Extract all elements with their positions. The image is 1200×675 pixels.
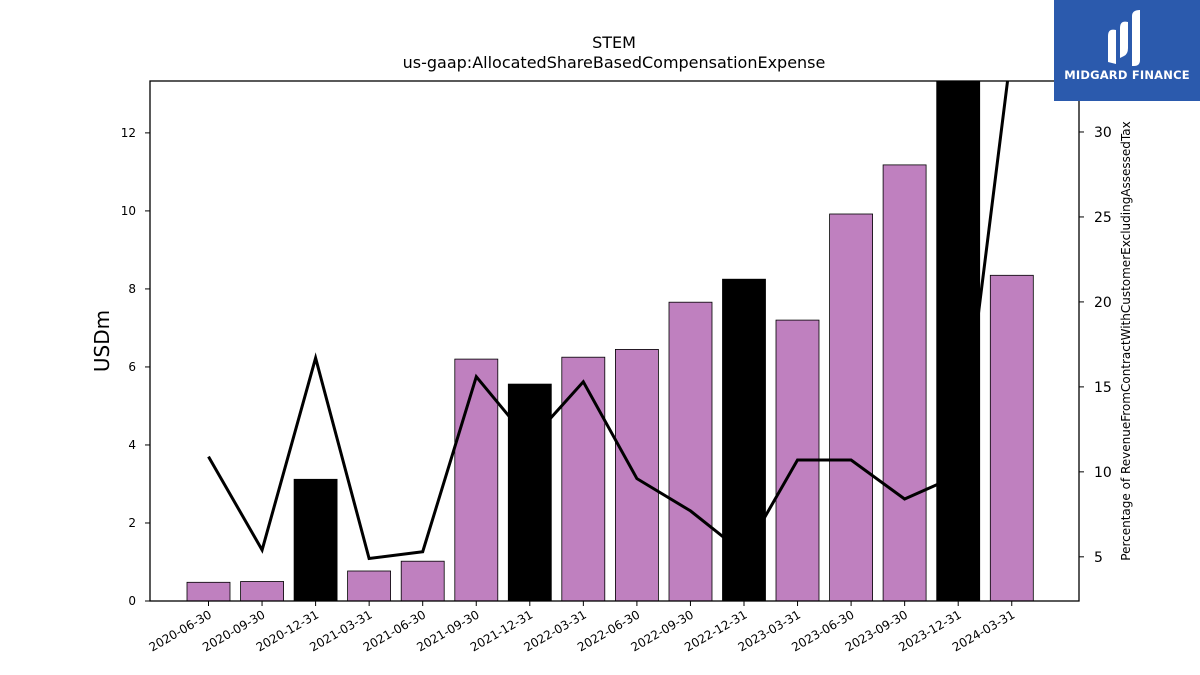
midgard-finance-logo: MIDGARD FINANCE (1054, 0, 1200, 101)
plot-area (186, 81, 1034, 601)
chart-title: STEM (592, 33, 636, 52)
y-tick-label: 4 (128, 438, 136, 452)
y2-tick-label: 25 (1094, 210, 1112, 226)
y2-tick-label: 15 (1094, 380, 1112, 396)
bar (507, 383, 552, 601)
y2-axis-label: Percentage of RevenueFromContractWithCus… (1119, 121, 1133, 560)
y2-tick-label: 5 (1094, 550, 1103, 566)
logo-mark-icon (1108, 10, 1140, 66)
bar (882, 164, 927, 601)
y2-tick-label: 30 (1094, 125, 1112, 141)
right-axis: 5 10 15 20 25 30 (1079, 125, 1112, 566)
bar (936, 81, 981, 601)
bar (989, 274, 1034, 601)
left-axis: 0 2 4 6 8 10 12 (121, 126, 150, 608)
y2-tick-label: 10 (1094, 465, 1112, 481)
chart-subtitle: us-gaap:AllocatedShareBasedCompensationE… (403, 53, 826, 72)
y-tick-label: 2 (128, 516, 136, 530)
y-tick-label: 8 (128, 282, 136, 296)
logo-text: MIDGARD FINANCE (1064, 68, 1190, 82)
y2-tick-label: 20 (1094, 295, 1112, 311)
bars (186, 81, 1034, 601)
bar (454, 358, 499, 601)
y-tick-label: 0 (128, 594, 136, 608)
y-tick-label: 10 (121, 204, 136, 218)
bar (668, 301, 713, 601)
bar (293, 478, 338, 601)
y-axis-label: USDm (90, 310, 114, 372)
bar (615, 348, 659, 601)
percentage-line (207, 81, 1010, 561)
y-tick-label: 6 (128, 360, 136, 374)
bar (400, 560, 445, 601)
bar (561, 356, 606, 601)
y-tick-label: 12 (121, 126, 136, 140)
bar (347, 570, 392, 601)
bar (186, 581, 231, 601)
axes-frame (149, 80, 1080, 602)
bar (722, 278, 766, 601)
bar (240, 581, 285, 601)
x-axis: 2020-06-302020-09-302020-12-312021-03-31… (147, 601, 1017, 654)
bar (829, 213, 873, 601)
